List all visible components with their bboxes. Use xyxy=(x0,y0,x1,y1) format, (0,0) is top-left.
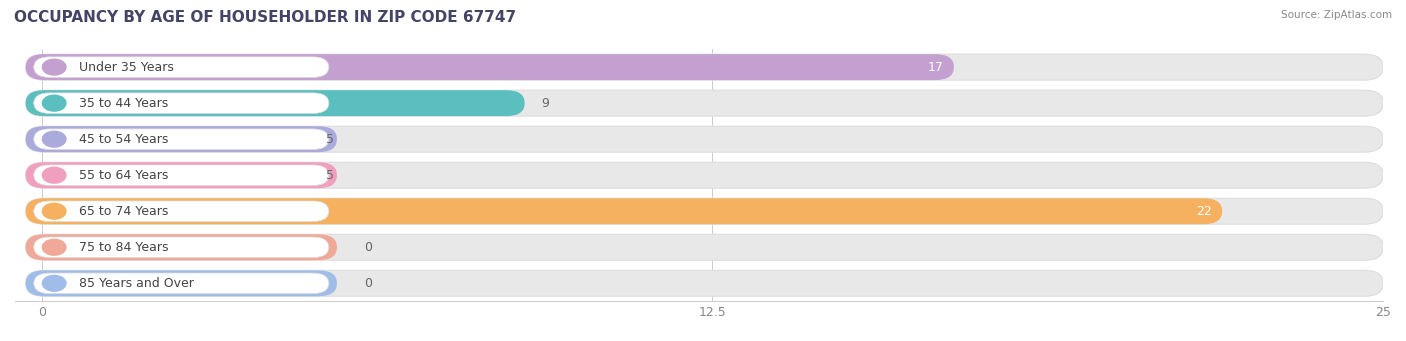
FancyBboxPatch shape xyxy=(34,273,329,294)
Text: Under 35 Years: Under 35 Years xyxy=(79,61,174,74)
FancyBboxPatch shape xyxy=(25,90,1384,116)
Text: OCCUPANCY BY AGE OF HOUSEHOLDER IN ZIP CODE 67747: OCCUPANCY BY AGE OF HOUSEHOLDER IN ZIP C… xyxy=(14,10,516,25)
FancyBboxPatch shape xyxy=(34,237,329,257)
FancyBboxPatch shape xyxy=(34,201,329,222)
FancyBboxPatch shape xyxy=(25,126,337,152)
Circle shape xyxy=(42,95,66,111)
FancyBboxPatch shape xyxy=(25,270,337,296)
FancyBboxPatch shape xyxy=(34,57,329,77)
Circle shape xyxy=(42,276,66,291)
FancyBboxPatch shape xyxy=(34,165,329,186)
FancyBboxPatch shape xyxy=(25,162,1384,188)
Text: 5: 5 xyxy=(326,169,335,182)
Text: 5: 5 xyxy=(326,133,335,146)
FancyBboxPatch shape xyxy=(25,198,1222,224)
Text: 0: 0 xyxy=(364,277,371,290)
FancyBboxPatch shape xyxy=(25,162,337,188)
Text: Source: ZipAtlas.com: Source: ZipAtlas.com xyxy=(1281,10,1392,20)
Circle shape xyxy=(42,239,66,255)
FancyBboxPatch shape xyxy=(25,270,1384,296)
Text: 22: 22 xyxy=(1195,205,1212,218)
Text: 85 Years and Over: 85 Years and Over xyxy=(79,277,194,290)
Text: 55 to 64 Years: 55 to 64 Years xyxy=(79,169,169,182)
FancyBboxPatch shape xyxy=(25,54,953,80)
FancyBboxPatch shape xyxy=(25,126,1384,152)
FancyBboxPatch shape xyxy=(34,93,329,114)
FancyBboxPatch shape xyxy=(25,54,1384,80)
Circle shape xyxy=(42,131,66,147)
FancyBboxPatch shape xyxy=(25,234,1384,260)
Circle shape xyxy=(42,59,66,75)
Text: 9: 9 xyxy=(541,97,548,110)
FancyBboxPatch shape xyxy=(25,234,337,260)
Text: 35 to 44 Years: 35 to 44 Years xyxy=(79,97,169,110)
FancyBboxPatch shape xyxy=(25,90,524,116)
FancyBboxPatch shape xyxy=(25,198,1384,224)
FancyBboxPatch shape xyxy=(34,129,329,149)
Text: 17: 17 xyxy=(928,61,943,74)
Text: 0: 0 xyxy=(364,241,371,254)
Circle shape xyxy=(42,203,66,219)
Text: 65 to 74 Years: 65 to 74 Years xyxy=(79,205,169,218)
Text: 75 to 84 Years: 75 to 84 Years xyxy=(79,241,169,254)
Text: 45 to 54 Years: 45 to 54 Years xyxy=(79,133,169,146)
Circle shape xyxy=(42,167,66,183)
